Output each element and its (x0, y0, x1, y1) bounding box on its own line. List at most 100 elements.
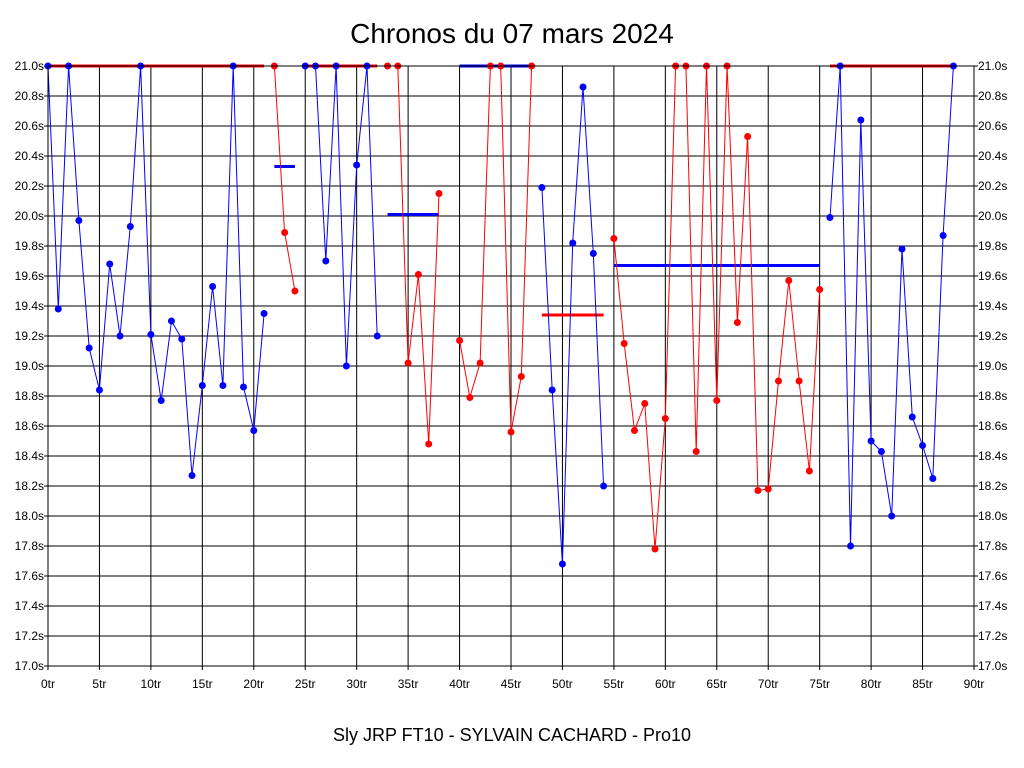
y-tick-label: 19.2s (15, 329, 44, 343)
data-point (764, 485, 772, 493)
data-point (517, 373, 525, 380)
data-points (44, 62, 957, 568)
y-tick-label: 17.2s (15, 629, 44, 643)
x-tick-label: 50tr (552, 677, 573, 691)
y-tick-label: 17.6s (15, 569, 44, 583)
y-tick-label-right: 19.2s (978, 329, 1007, 343)
data-point (816, 286, 824, 293)
data-point (54, 305, 62, 313)
x-tick-label: 55tr (604, 677, 625, 691)
y-tick-label: 20.6s (15, 119, 44, 133)
y-axis-right: 17.0s 17.2s 17.4s 17.6s 17.8s 18.0s 18.2s 18.4s… (974, 59, 1007, 673)
data-point (250, 427, 258, 434)
data-point (548, 386, 556, 394)
data-point (85, 344, 93, 352)
data-point (239, 383, 247, 391)
chart-caption: Sly JRP FT10 - SYLVAIN CACHARD - Pro10 (333, 725, 691, 745)
data-point (713, 397, 721, 404)
series-line (47, 65, 265, 476)
y-tick-label-right: 21.0s (978, 59, 1007, 73)
x-tick-label: 35tr (398, 677, 419, 691)
y-tick-label: 17.8s (15, 539, 44, 553)
grid (47, 65, 975, 667)
y-tick-label-right: 18.0s (978, 509, 1007, 523)
data-point (147, 331, 155, 338)
data-point (857, 116, 865, 124)
y-tick-label: 18.6s (15, 419, 44, 433)
data-point (260, 310, 268, 317)
data-point (620, 340, 628, 347)
y-axis-left: 17.0s 17.2s 17.4s 17.6s 17.8s 18.0s 18.2s 18.4s… (15, 59, 48, 673)
series-line (305, 65, 378, 367)
data-point (198, 382, 206, 389)
data-point (373, 332, 381, 340)
data-point (867, 437, 875, 445)
y-tick-label: 18.0s (15, 509, 44, 523)
y-tick-label: 20.4s (15, 149, 44, 163)
x-tick-label: 0tr (41, 677, 55, 691)
data-point (651, 545, 659, 553)
y-tick-label-right: 20.8s (978, 89, 1007, 103)
data-point (404, 359, 412, 367)
data-point (157, 397, 165, 404)
x-axis: 0tr 5tr 10tr 15tr 20tr 25tr 30tr 35tr 40tr 45tr 50… (41, 666, 984, 691)
data-point (600, 482, 608, 490)
data-point (795, 377, 803, 385)
data-point (507, 428, 515, 436)
x-tick-label: 80tr (861, 677, 882, 691)
y-tick-label: 20.2s (15, 179, 44, 193)
y-tick-label-right: 20.6s (978, 119, 1007, 133)
data-point (898, 245, 906, 253)
data-point (281, 229, 289, 236)
data-point (209, 283, 217, 290)
y-tick-label-right: 17.8s (978, 539, 1007, 553)
data-point (291, 287, 299, 295)
y-tick-label: 19.8s (15, 239, 44, 253)
y-tick-label-right: 17.4s (978, 599, 1007, 613)
y-tick-label-right: 17.2s (978, 629, 1007, 643)
y-tick-label-right: 17.0s (978, 659, 1007, 673)
y-tick-label-right: 19.8s (978, 239, 1007, 253)
data-point (342, 362, 350, 370)
data-point (435, 190, 443, 197)
level-lines (48, 64, 954, 317)
data-point (939, 232, 947, 239)
y-tick-label-right: 18.4s (978, 449, 1007, 463)
plot-frame (47, 65, 975, 667)
data-point (538, 184, 546, 191)
data-point (579, 83, 587, 91)
data-point (322, 257, 330, 265)
y-tick-label-right: 18.2s (978, 479, 1007, 493)
data-point (630, 427, 638, 434)
data-point (919, 442, 927, 449)
y-tick-label: 19.0s (15, 359, 44, 373)
data-point (95, 386, 103, 394)
series-line (541, 86, 605, 565)
data-point (178, 335, 186, 343)
data-point (589, 250, 597, 257)
x-tick-label: 15tr (192, 677, 213, 691)
x-tick-label: 70tr (758, 677, 779, 691)
x-tick-label: 65tr (706, 677, 727, 691)
y-tick-label-right: 18.8s (978, 389, 1007, 403)
y-tick-label: 18.2s (15, 479, 44, 493)
data-point (692, 448, 700, 455)
data-point (106, 260, 114, 268)
x-tick-label: 60tr (655, 677, 676, 691)
data-point (754, 487, 762, 494)
data-point (75, 217, 83, 224)
y-tick-label-right: 20.4s (978, 149, 1007, 163)
x-tick-label: 90tr (964, 677, 985, 691)
data-point (476, 359, 484, 367)
data-point (826, 214, 834, 221)
y-tick-label: 19.6s (15, 269, 44, 283)
y-tick-label: 20.8s (15, 89, 44, 103)
y-tick-label-right: 20.2s (978, 179, 1007, 193)
data-point (641, 400, 649, 407)
data-point (785, 277, 793, 284)
x-tick-label: 75tr (809, 677, 830, 691)
data-point (425, 440, 433, 448)
y-tick-label: 18.8s (15, 389, 44, 403)
y-tick-label: 20.0s (15, 209, 44, 223)
